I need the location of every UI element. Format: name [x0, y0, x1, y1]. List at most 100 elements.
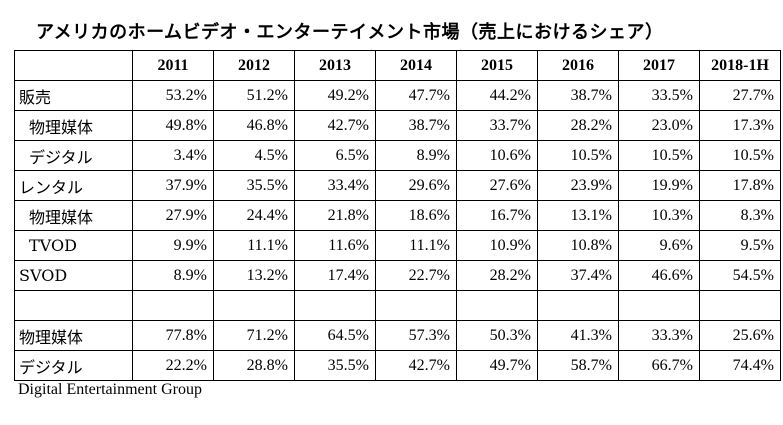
table-title: アメリカのホームビデオ・エンターテイメント市場（売上におけるシェア）	[36, 22, 664, 43]
row-label: デジタル	[14, 140, 133, 171]
table-cell: 51.2%	[213, 80, 295, 111]
table-cell: 17.4%	[294, 260, 376, 291]
table-cell: 16.7%	[456, 200, 538, 231]
row-label: TVOD	[14, 230, 133, 261]
table-cell: 6.5%	[294, 140, 376, 171]
table-cell: 11.6%	[294, 230, 376, 261]
table-cell: 8.3%	[699, 200, 781, 231]
table-cell: 9.5%	[699, 230, 781, 261]
table-cell: 4.5%	[213, 140, 295, 171]
row-label	[14, 290, 133, 321]
row-label: 物理媒体	[14, 110, 133, 141]
table-cell: 17.3%	[699, 110, 781, 141]
table-cell	[699, 290, 781, 321]
table-cell: 37.9%	[132, 170, 214, 201]
column-header-2017: 2017	[618, 50, 700, 81]
table-row: 販売 53.2% 51.2% 49.2% 47.7% 44.2% 38.7% 33.5% 27.…	[14, 80, 781, 111]
table-cell: 10.5%	[699, 140, 781, 171]
table-cell: 49.2%	[294, 80, 376, 111]
row-label: SVOD	[14, 260, 133, 291]
table-cell: 37.4%	[537, 260, 619, 291]
table-cell: 19.9%	[618, 170, 700, 201]
column-header-2012: 2012	[213, 50, 295, 81]
table-cell: 33.4%	[294, 170, 376, 201]
table-cell: 54.5%	[699, 260, 781, 291]
row-label: レンタル	[14, 170, 133, 201]
table-row: デジタル 22.2% 28.8% 35.5% 42.7% 49.7% 58.7% 66.7% 7…	[14, 350, 781, 381]
table-cell: 28.2%	[537, 110, 619, 141]
table-cell: 49.7%	[456, 350, 538, 381]
table-cell: 27.6%	[456, 170, 538, 201]
table-cell: 46.6%	[618, 260, 700, 291]
table-cell: 22.2%	[132, 350, 214, 381]
table-cell: 64.5%	[294, 320, 376, 351]
table-cell: 27.7%	[699, 80, 781, 111]
column-header-2015: 2015	[456, 50, 538, 81]
table-cell: 27.9%	[132, 200, 214, 231]
table-cell: 33.3%	[618, 320, 700, 351]
table-cell: 17.8%	[699, 170, 781, 201]
table-cell: 57.3%	[375, 320, 457, 351]
table-cell	[213, 290, 295, 321]
table-cell: 42.7%	[294, 110, 376, 141]
table-cell: 33.5%	[618, 80, 700, 111]
table-cell: 35.5%	[294, 350, 376, 381]
table-cell: 10.9%	[456, 230, 538, 261]
table-row: 物理媒体 77.8% 71.2% 64.5% 57.3% 50.3% 41.3% 33.3% 2…	[14, 320, 781, 351]
column-header-2018-1h: 2018-1H	[699, 50, 781, 81]
table-cell: 71.2%	[213, 320, 295, 351]
column-header-2016: 2016	[537, 50, 619, 81]
header-row: 2011 2012 2013 2014 2015 2016 2017 2018-1H	[14, 50, 781, 81]
table-cell: 11.1%	[375, 230, 457, 261]
table-cell: 18.6%	[375, 200, 457, 231]
table-cell: 10.8%	[537, 230, 619, 261]
row-label: 物理媒体	[14, 320, 133, 351]
table-row: デジタル 3.4% 4.5% 6.5% 8.9% 10.6% 10.5% 10.5% 10.5%	[14, 140, 781, 171]
table-cell	[375, 290, 457, 321]
table-cell: 3.4%	[132, 140, 214, 171]
table-cell: 21.8%	[294, 200, 376, 231]
table-cell	[537, 290, 619, 321]
table-cell: 24.4%	[213, 200, 295, 231]
table-cell: 11.1%	[213, 230, 295, 261]
table-row: 物理媒体 27.9% 24.4% 21.8% 18.6% 16.7% 13.1% 10.3% 8…	[14, 200, 781, 231]
column-header-2011: 2011	[132, 50, 214, 81]
table-cell: 50.3%	[456, 320, 538, 351]
table-cell: 33.7%	[456, 110, 538, 141]
table-cell: 41.3%	[537, 320, 619, 351]
column-header-2014: 2014	[375, 50, 457, 81]
source-credit: Digital Entertainment Group	[18, 381, 202, 398]
table-cell: 9.6%	[618, 230, 700, 261]
table-cell	[294, 290, 376, 321]
table-cell: 44.2%	[456, 80, 538, 111]
table-cell	[618, 290, 700, 321]
table-cell: 10.6%	[456, 140, 538, 171]
table-row	[14, 290, 781, 321]
table-cell	[456, 290, 538, 321]
table-cell: 13.2%	[213, 260, 295, 291]
table-cell: 74.4%	[699, 350, 781, 381]
table-row: TVOD 9.9% 11.1% 11.6% 11.1% 10.9% 10.8% 9.6% 9.5…	[14, 230, 781, 261]
table-cell: 23.9%	[537, 170, 619, 201]
table-cell: 38.7%	[537, 80, 619, 111]
table-cell: 53.2%	[132, 80, 214, 111]
table-cell: 66.7%	[618, 350, 700, 381]
table-cell: 38.7%	[375, 110, 457, 141]
table-cell: 10.5%	[618, 140, 700, 171]
table-cell: 77.8%	[132, 320, 214, 351]
row-label: 販売	[14, 80, 133, 111]
table-cell: 29.6%	[375, 170, 457, 201]
table-cell: 13.1%	[537, 200, 619, 231]
table-row: 物理媒体 49.8% 46.8% 42.7% 38.7% 33.7% 28.2% 23.0% 1…	[14, 110, 781, 141]
table-cell: 28.2%	[456, 260, 538, 291]
table-cell: 25.6%	[699, 320, 781, 351]
table-cell: 8.9%	[132, 260, 214, 291]
table-cell: 47.7%	[375, 80, 457, 111]
table-cell: 22.7%	[375, 260, 457, 291]
table-cell: 10.3%	[618, 200, 700, 231]
table-cell: 8.9%	[375, 140, 457, 171]
table-cell: 35.5%	[213, 170, 295, 201]
column-header-2013: 2013	[294, 50, 376, 81]
header-corner-cell	[14, 50, 133, 81]
table-cell	[132, 290, 214, 321]
